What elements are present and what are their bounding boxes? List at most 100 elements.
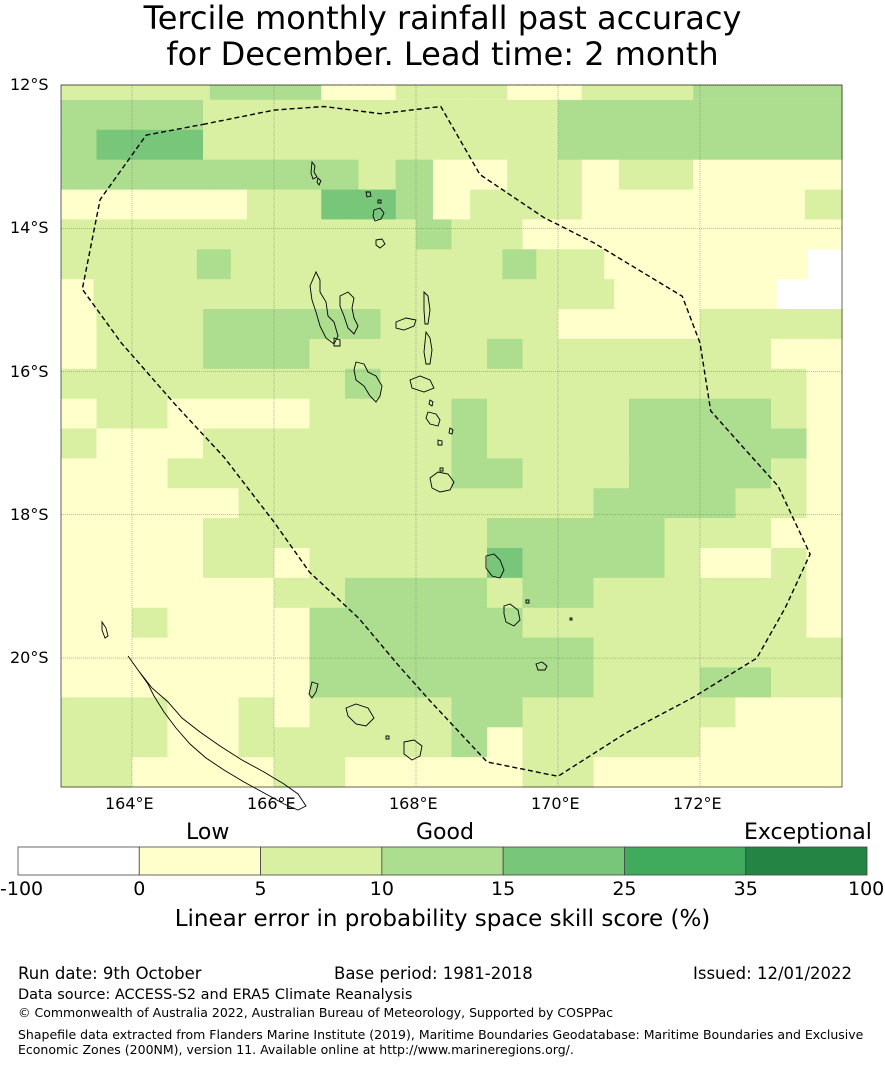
- skill-cell: [806, 368, 843, 400]
- longitude-label: 166°E: [247, 794, 296, 813]
- skill-cell: [309, 757, 346, 788]
- skill-cell: [771, 697, 808, 728]
- skill-cell: [735, 548, 772, 579]
- skill-cell: [395, 189, 434, 221]
- skill-cell: [167, 727, 204, 758]
- skill-cell: [191, 279, 225, 310]
- skill-cell: [771, 428, 808, 459]
- skill-cell: [664, 398, 701, 430]
- skill-cell: [470, 85, 508, 100]
- skill-cell: [487, 99, 524, 131]
- skill-cell: [96, 518, 133, 549]
- skill-cell: [744, 279, 778, 310]
- skill-cell: [321, 189, 360, 221]
- skill-cell: [487, 518, 524, 549]
- island-vanua-lava: [372, 207, 385, 222]
- skill-cell: [321, 85, 360, 100]
- latitude-label: 12°S: [10, 75, 49, 94]
- skill-cell: [629, 757, 666, 788]
- skill-cell: [700, 488, 737, 519]
- skill-cell: [203, 637, 240, 669]
- skill-cell: [167, 607, 204, 639]
- skill-cell: [629, 338, 666, 370]
- skill-cell: [451, 577, 488, 609]
- skill-cell: [664, 577, 701, 609]
- skill-cell: [274, 667, 311, 698]
- skill-cell: [487, 637, 524, 669]
- skill-cell: [238, 129, 275, 161]
- skill-cell: [416, 219, 453, 250]
- skill-cell: [247, 189, 285, 221]
- skill-cell: [416, 518, 453, 549]
- skill-cell: [203, 99, 240, 131]
- colorbar-tick-label: 5: [254, 878, 267, 900]
- skill-cell: [61, 428, 98, 459]
- skill-cell: [96, 667, 133, 698]
- skill-cell: [806, 727, 843, 758]
- skill-cell: [416, 428, 453, 459]
- skill-cell: [332, 249, 368, 280]
- skill-cell: [593, 667, 630, 698]
- skill-cell: [380, 219, 417, 250]
- skill-cell: [664, 129, 701, 161]
- island-banks-3: [377, 199, 382, 204]
- skill-cell: [806, 488, 843, 519]
- skill-cell: [735, 727, 772, 758]
- skill-cell: [451, 697, 488, 728]
- skill-cell: [558, 518, 595, 549]
- island-aniwa: [525, 599, 530, 604]
- skill-cell: [771, 518, 808, 549]
- skill-cell: [432, 85, 471, 100]
- skill-cell: [484, 279, 518, 310]
- longitude-label: 168°E: [389, 794, 438, 813]
- skill-cell: [132, 428, 169, 459]
- colorbar: [17, 846, 868, 876]
- skill-cell: [366, 249, 402, 280]
- skill-cell: [656, 85, 694, 100]
- skill-cell: [451, 219, 488, 250]
- skill-cell: [522, 458, 559, 489]
- skill-cell: [558, 607, 595, 639]
- skill-cell: [806, 338, 843, 370]
- skill-cell: [806, 309, 843, 340]
- skill-cell: [809, 279, 843, 310]
- skill-cell: [730, 189, 769, 221]
- skill-cell: [345, 99, 382, 131]
- skill-cell: [96, 697, 133, 728]
- skill-cell: [771, 458, 808, 489]
- skill-cell: [132, 697, 169, 728]
- skill-cell: [581, 85, 620, 100]
- skill-cell: [700, 398, 737, 430]
- skill-cell: [522, 548, 559, 579]
- skill-cell: [309, 458, 346, 489]
- graticule: [61, 84, 842, 787]
- colorbar-bin: [138, 846, 261, 876]
- skill-cell: [135, 159, 174, 191]
- skill-cell: [167, 368, 204, 400]
- skill-cell: [618, 85, 657, 100]
- colorbar-bin: [502, 846, 625, 876]
- skill-cell: [61, 577, 98, 609]
- colorbar-bin: [17, 846, 140, 876]
- island-efate: [429, 471, 455, 493]
- skill-cell: [679, 279, 713, 310]
- island-malo: [333, 337, 341, 347]
- skill-cell: [309, 219, 346, 250]
- skill-cell: [96, 577, 133, 609]
- skill-cell: [61, 757, 98, 788]
- skill-cell: [593, 607, 630, 639]
- skill-cell: [309, 368, 346, 400]
- skill-cell: [558, 637, 595, 669]
- skill-cell: [61, 697, 98, 728]
- skill-cell: [451, 667, 488, 698]
- skill-cell: [544, 85, 583, 100]
- colorbar-tick-label: 35: [733, 878, 758, 900]
- skill-cell: [771, 577, 808, 609]
- skill-cell: [167, 667, 204, 698]
- skill-cell: [593, 577, 630, 609]
- skill-cell: [664, 458, 701, 489]
- island-lifou: [345, 703, 375, 727]
- skill-cell: [96, 338, 133, 370]
- skill-cell: [345, 488, 382, 519]
- skill-cell: [700, 309, 737, 340]
